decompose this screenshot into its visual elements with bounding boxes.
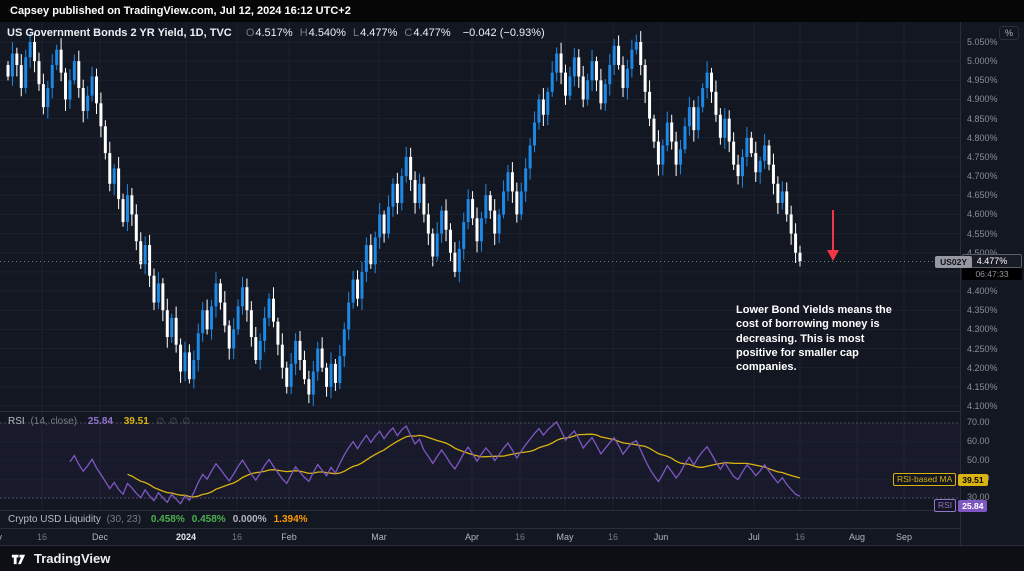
time-axis-label: 16 bbox=[36, 532, 48, 542]
time-axis-label: 16 bbox=[607, 532, 619, 542]
time-axis-label: Mar bbox=[371, 532, 387, 542]
price-tick: 4.150% bbox=[967, 381, 998, 392]
time-axis-label: Apr bbox=[464, 532, 480, 542]
hide-icon[interactable]: ∅ bbox=[156, 416, 165, 426]
time-axis-label: Jun bbox=[653, 532, 669, 542]
rsi-tick: 70.00 bbox=[967, 417, 990, 427]
time-axis-label: Sep bbox=[895, 532, 913, 542]
rsi-tag-value: 25.84 bbox=[958, 499, 988, 512]
price-tick: 4.900% bbox=[967, 94, 998, 105]
footer-bar: TradingView bbox=[0, 545, 1024, 571]
price-tick: 4.850% bbox=[967, 113, 998, 124]
ohlc-value: 4.477% bbox=[360, 27, 398, 39]
ohlc-letter: H bbox=[299, 27, 308, 39]
time-axis-label: 16 bbox=[231, 532, 243, 542]
liquidity-value: 1.394% bbox=[273, 514, 308, 525]
liquidity-pane[interactable]: Crypto USD Liquidity (30, 23) 0.458% 0.45… bbox=[0, 511, 960, 528]
rsi-chart[interactable] bbox=[0, 412, 960, 511]
liquidity-params: (30, 23) bbox=[106, 514, 142, 525]
change-value: −0.042 (−0.93%) bbox=[462, 27, 545, 39]
price-tick: 4.550% bbox=[967, 228, 998, 239]
liquidity-values: 0.458% 0.458% 0.000% 1.394% bbox=[144, 514, 308, 525]
price-tick: 4.350% bbox=[967, 305, 998, 316]
time-axis-label: Jul bbox=[748, 532, 760, 542]
symbol-price-tag: US02Y bbox=[935, 256, 972, 268]
rsi-legend: RSI (14, close) 25.84 39.51 ∅ ∅ ∅ bbox=[8, 416, 190, 427]
rsi-tick: 60.00 bbox=[967, 435, 990, 446]
ohlc-value: 4.540% bbox=[308, 27, 346, 39]
ohlc-values: O4.517% H4.540% L4.477% C4.477% bbox=[239, 27, 451, 39]
last-price-label: 4.477% bbox=[962, 253, 1022, 268]
tradingview-logo[interactable] bbox=[10, 550, 27, 567]
liquidity-value: 0.000% bbox=[232, 514, 267, 525]
rsi-tick: 50.00 bbox=[967, 454, 990, 465]
ohlc-letter: O bbox=[245, 27, 255, 39]
price-tick: 4.600% bbox=[967, 209, 998, 220]
liquidity-value: 0.458% bbox=[150, 514, 185, 525]
price-tick: 4.800% bbox=[967, 132, 998, 143]
price-tick: 4.500% bbox=[967, 247, 998, 258]
time-axis[interactable]: Nov 16 Dec 2024 16 Feb Mar Apr 16 May 16 Jun Jul 16 Au… bbox=[0, 528, 960, 545]
price-tick: 4.300% bbox=[967, 324, 998, 335]
time-axis-label: Feb bbox=[281, 532, 297, 542]
rsi-tag-label: RSI bbox=[934, 499, 957, 512]
liquidity-legend: Crypto USD Liquidity (30, 23) 0.458% 0.45… bbox=[0, 511, 960, 528]
price-tick: 4.750% bbox=[967, 151, 998, 162]
time-axis-label: 16 bbox=[794, 532, 806, 542]
brand-name[interactable]: TradingView bbox=[34, 551, 111, 566]
liquidity-title[interactable]: Crypto USD Liquidity bbox=[8, 514, 101, 525]
rsi-ma-tag: RSI-based MA 39.51 bbox=[893, 473, 988, 486]
rsi-title[interactable]: RSI bbox=[8, 416, 25, 427]
percent-unit-button[interactable]: % bbox=[998, 26, 1019, 40]
price-tick: 5.050% bbox=[967, 37, 998, 47]
indicator-icons: ∅ ∅ ∅ bbox=[152, 416, 191, 427]
annotation-text: Lower Bond Yields means the cost of borr… bbox=[736, 304, 892, 374]
symbol-title[interactable]: US Government Bonds 2 YR Yield, 1D, TVC bbox=[7, 27, 232, 39]
rsi-ma-tag-label: RSI-based MA bbox=[893, 473, 957, 486]
price-axis[interactable]: % 4.477% 06:47:33 5.050% 5.000% 4.950% 4.90… bbox=[960, 22, 1024, 545]
time-axis-label: 16 bbox=[514, 532, 526, 542]
ohlc-value: 4.517% bbox=[255, 27, 293, 39]
ohlc-letter: C bbox=[404, 27, 413, 39]
price-tick: 4.650% bbox=[967, 190, 998, 201]
price-tick: 4.250% bbox=[967, 343, 998, 354]
bar-countdown: 06:47:33 bbox=[962, 267, 1022, 280]
ohlc-letter: L bbox=[352, 27, 360, 39]
time-axis-label: Aug bbox=[848, 532, 866, 542]
rsi-ma-value: 39.51 bbox=[123, 416, 149, 427]
time-axis-label: Dec bbox=[91, 532, 109, 542]
more-icon[interactable]: ∅ bbox=[182, 416, 191, 426]
rsi-params: (14, close) bbox=[30, 416, 78, 427]
liquidity-value: 0.458% bbox=[191, 514, 226, 525]
price-tick: 4.400% bbox=[967, 286, 998, 297]
rsi-pane[interactable]: RSI (14, close) 25.84 39.51 ∅ ∅ ∅ bbox=[0, 411, 960, 511]
rsi-value-tag: RSI 25.84 bbox=[934, 499, 988, 512]
price-tick: 4.700% bbox=[967, 171, 998, 182]
price-tick: 4.200% bbox=[967, 362, 998, 373]
time-axis-label: Nov bbox=[0, 532, 2, 542]
time-axis-label: May bbox=[556, 532, 574, 542]
settings-icon[interactable]: ∅ bbox=[169, 416, 178, 426]
rsi-tick: 30.00 bbox=[967, 492, 990, 502]
rsi-ma-tag-value: 39.51 bbox=[958, 473, 988, 486]
symbol-legend: US Government Bonds 2 YR Yield, 1D, TVC … bbox=[7, 27, 545, 39]
candlestick-chart[interactable] bbox=[0, 22, 960, 411]
price-tick: 5.000% bbox=[967, 56, 998, 67]
price-tick: 4.950% bbox=[967, 75, 998, 86]
ohlc-value: 4.477% bbox=[413, 27, 451, 39]
publish-banner: Capsey published on TradingView.com, Jul… bbox=[0, 0, 1024, 22]
price-pane[interactable]: US Government Bonds 2 YR Yield, 1D, TVC … bbox=[0, 22, 960, 411]
price-tick: 4.100% bbox=[967, 401, 998, 411]
rsi-value: 25.84 bbox=[87, 416, 113, 427]
time-axis-label: 2024 bbox=[175, 532, 197, 542]
